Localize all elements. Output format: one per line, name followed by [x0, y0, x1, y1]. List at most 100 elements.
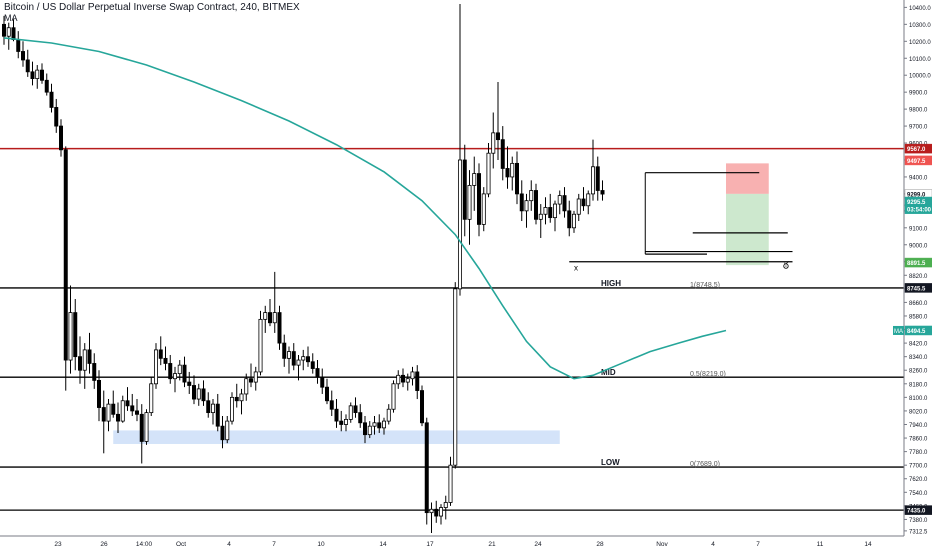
stop-zone	[726, 163, 769, 194]
candle	[120, 400, 125, 422]
candle	[282, 342, 287, 359]
candle	[419, 390, 424, 424]
candle	[87, 349, 92, 364]
price-tick-label: 7312.5	[909, 529, 928, 535]
price-tag-bg	[904, 143, 932, 154]
candle	[168, 363, 173, 380]
fib-label-mid: 0.5(8219.0)	[690, 371, 726, 378]
indicator-label: MA	[4, 13, 18, 23]
candle	[149, 383, 154, 414]
candle	[529, 190, 534, 202]
price-tick-label: 7380.0	[909, 518, 928, 524]
time-tick-label: 17	[426, 541, 434, 548]
candle	[153, 349, 158, 385]
candle	[320, 376, 325, 388]
candle	[438, 507, 443, 517]
candle	[548, 207, 553, 219]
candle	[49, 91, 54, 108]
candle	[381, 420, 386, 429]
x-annotation: x	[574, 264, 578, 273]
price-tick-label: 8580.0	[909, 314, 928, 320]
candle	[400, 374, 405, 383]
candle	[405, 378, 410, 383]
candle	[201, 388, 206, 402]
time-tick-label: 7	[756, 541, 760, 548]
candle	[301, 356, 306, 361]
time-tick-label: Nov	[656, 541, 668, 548]
candle	[567, 210, 572, 229]
level-label-low: LOW	[601, 458, 620, 467]
time-tick-label: 26	[100, 541, 108, 548]
time-tick-label: 11	[817, 541, 824, 548]
time-tick-label: 14	[379, 541, 387, 548]
time-tick-label: 4	[227, 541, 231, 548]
price-tag: 8745.5	[907, 286, 926, 292]
price-tick-label: 10100.0	[909, 57, 931, 63]
time-tick-label: 7	[272, 541, 276, 548]
price-tick-label: 7860.0	[909, 437, 928, 443]
price-tick-label: 10400.0	[909, 6, 931, 12]
candle	[472, 173, 477, 186]
price-tick-label: 8260.0	[909, 369, 928, 375]
price-tag-bg	[904, 257, 932, 268]
price-tag: 9299.0	[907, 193, 926, 199]
price-tag: 9497.5	[907, 159, 926, 165]
candle	[515, 162, 520, 195]
candle	[305, 356, 310, 363]
price-axis	[904, 0, 932, 550]
candle	[92, 363, 97, 381]
candle	[476, 173, 481, 225]
candle	[581, 198, 586, 207]
candle	[234, 396, 239, 402]
candle	[329, 400, 334, 410]
candle	[130, 405, 135, 412]
candle	[68, 312, 73, 361]
candle	[495, 132, 500, 141]
candle	[386, 408, 391, 422]
price-tick-label: 9400.0	[909, 175, 928, 181]
candle	[519, 193, 524, 212]
candle	[524, 200, 529, 212]
candle	[163, 357, 168, 364]
price-tick-label: 8660.0	[909, 301, 928, 307]
price-tick-label: 8100.0	[909, 396, 928, 402]
candle	[82, 349, 87, 371]
price-tick-label: 8180.0	[909, 382, 928, 388]
candle	[63, 149, 68, 361]
candle	[362, 422, 367, 436]
price-tick-label: 7620.0	[909, 477, 928, 483]
candle	[16, 39, 21, 52]
candle	[353, 405, 358, 414]
candle	[20, 51, 25, 61]
price-tick-label: 7700.0	[909, 464, 928, 470]
candle	[286, 351, 291, 359]
candle	[491, 132, 496, 154]
candle	[101, 407, 106, 422]
candle	[158, 349, 163, 359]
candle	[343, 419, 348, 425]
candle	[215, 403, 220, 427]
candle	[239, 393, 244, 402]
candle	[220, 425, 225, 441]
candle	[263, 312, 268, 320]
magnet-icon: ఠ	[783, 261, 789, 272]
price-tick-label: 9900.0	[909, 91, 928, 97]
price-tag: 9567.0	[907, 147, 926, 153]
candle	[206, 400, 211, 414]
candle	[134, 410, 139, 415]
candle	[557, 195, 562, 205]
candle	[139, 413, 144, 442]
price-tick-label: 9800.0	[909, 108, 928, 114]
candle	[457, 159, 462, 290]
time-tick-label: 4	[711, 541, 715, 548]
price-tag: 8891.5	[907, 261, 926, 267]
candle	[54, 107, 59, 127]
candle	[500, 139, 505, 169]
time-tick-label: 24	[534, 541, 542, 548]
candle	[310, 361, 315, 369]
price-tick-label: 10300.0	[909, 23, 931, 29]
candle	[424, 422, 429, 514]
candle	[415, 371, 420, 391]
